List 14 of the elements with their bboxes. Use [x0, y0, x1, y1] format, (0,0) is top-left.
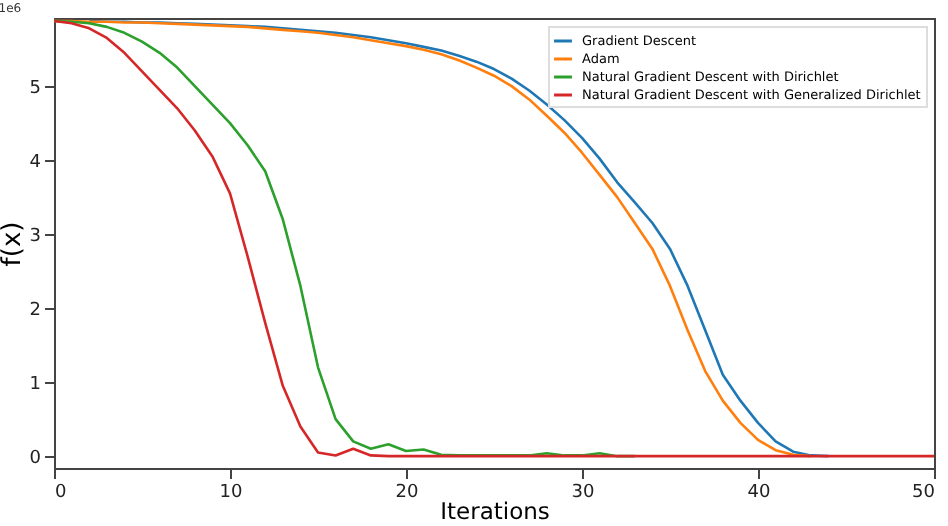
y-tick-label: 0	[29, 449, 42, 470]
x-tick-label: 30	[571, 483, 595, 503]
y-tick-label: 1	[29, 375, 41, 396]
x-tick-label: 50	[912, 483, 936, 503]
x-tick-label: 0	[55, 483, 67, 503]
y-tick-label: 3	[29, 227, 41, 248]
y-tick-label: 4	[29, 153, 42, 174]
x-axis-title: Iterations	[440, 497, 550, 525]
y-tick-label: 5	[29, 79, 41, 100]
x-tick-label: 20	[395, 483, 419, 503]
y-axis-title: f(x)	[0, 221, 28, 267]
x-tick-label: 40	[747, 483, 771, 503]
y-tick-label: 2	[29, 301, 41, 322]
x-tick-label: 10	[219, 483, 243, 503]
